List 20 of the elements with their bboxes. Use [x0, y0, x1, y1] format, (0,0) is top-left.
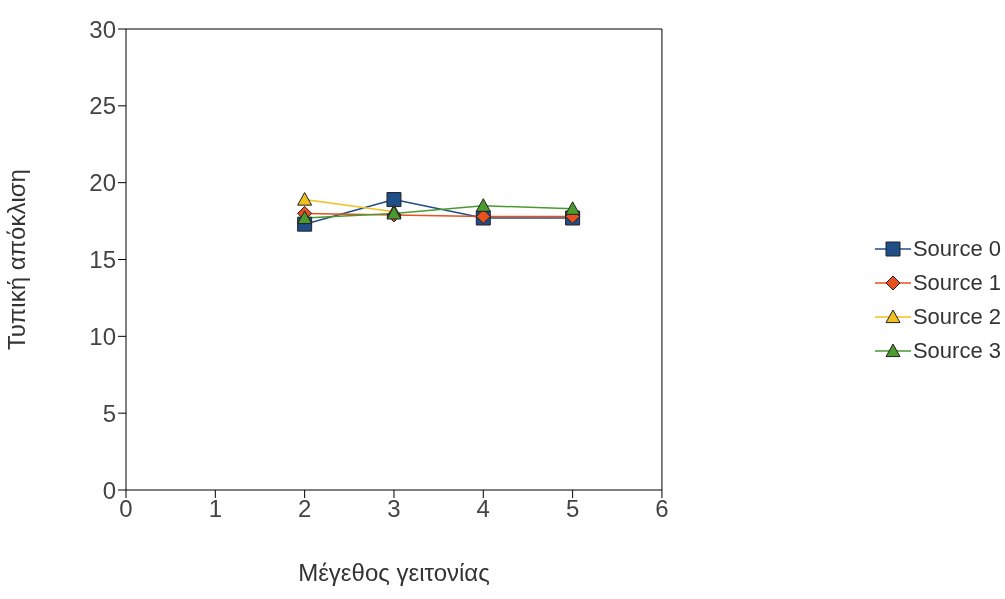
y-tick-label: 15	[89, 246, 116, 274]
x-tick-label: 4	[476, 495, 490, 523]
x-tick-label: 2	[297, 495, 312, 523]
x-tick-label: 3	[387, 495, 401, 523]
y-tick-label: 20	[89, 169, 116, 197]
y-tick-label: 5	[102, 399, 116, 427]
x-tick-label: 6	[655, 495, 669, 523]
legend-label: Source 1	[912, 269, 1001, 296]
legend-label: Source 2	[912, 303, 1001, 330]
x-tick-label: 5	[565, 495, 580, 523]
x-tick-label: 0	[119, 495, 133, 523]
y-tick-label: 30	[89, 15, 116, 43]
y-tick-label: 10	[89, 322, 116, 350]
y-tick-label: 0	[102, 476, 116, 504]
y-tick-label: 25	[89, 92, 116, 120]
x-tick-label: 1	[208, 495, 222, 523]
legend-label: Source 0	[912, 235, 1001, 262]
y-axis-title: Τυπική απόκλιση	[2, 169, 30, 350]
legend-label: Source 3	[912, 337, 1001, 364]
x-axis-title: Μέγεθος γειτονίας	[298, 559, 490, 586]
